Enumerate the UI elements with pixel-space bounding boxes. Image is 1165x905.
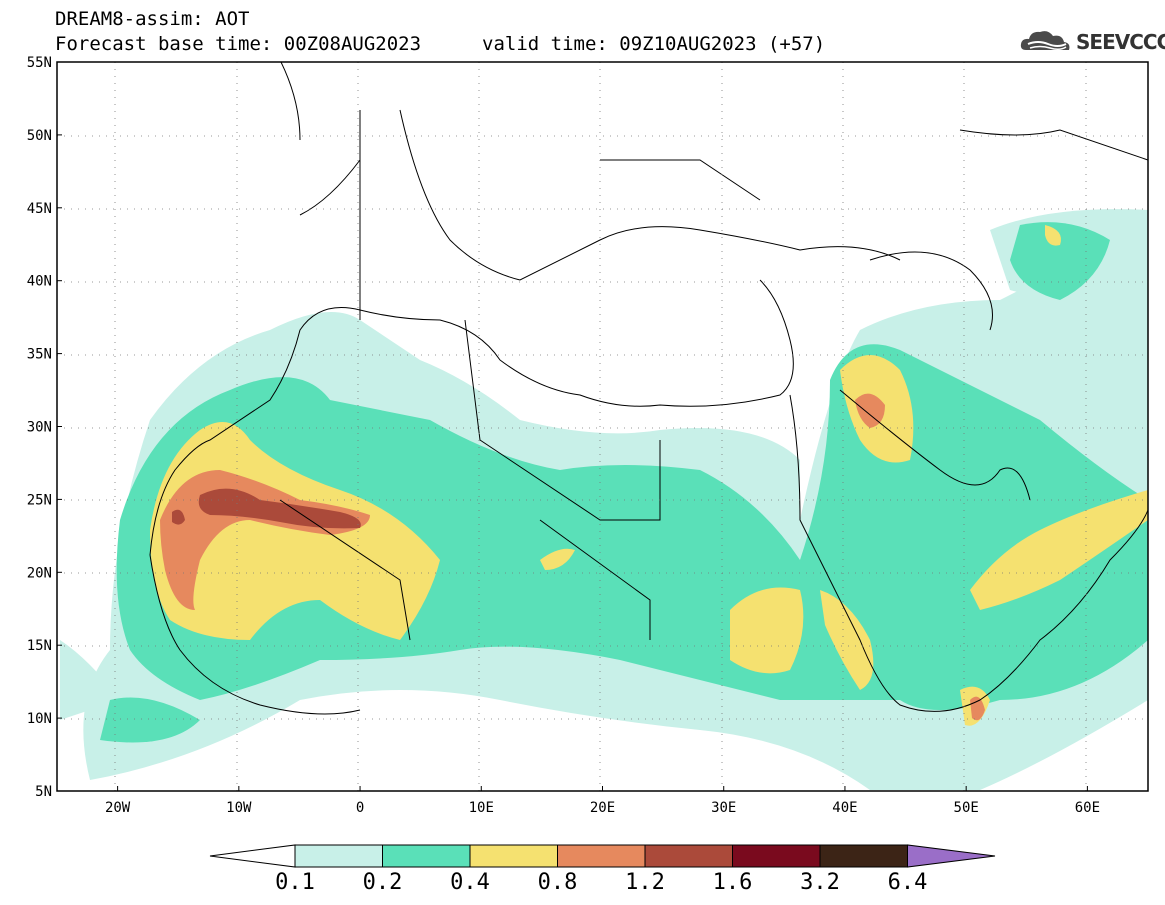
lon-label: 10E bbox=[469, 800, 494, 816]
lon-label: 60E bbox=[1075, 800, 1100, 816]
lon-label: 20W bbox=[105, 800, 131, 816]
colorbar-box bbox=[644, 844, 733, 868]
colorbar-under-triangle bbox=[209, 844, 296, 868]
lat-label: 40N bbox=[27, 274, 52, 290]
lat-label: 30N bbox=[27, 420, 52, 436]
seevccc-logo: SEEVCCC bbox=[1018, 26, 1165, 58]
latitude-labels: 55N 50N 45N 40N 35N 30N 25N 20N 15N 10N 5N bbox=[27, 55, 62, 800]
colorbar bbox=[209, 844, 996, 868]
lat-label: 25N bbox=[27, 492, 52, 508]
longitude-labels: 20W 10W 0 10E 20E 30E 40E 50E 60E bbox=[105, 786, 1100, 816]
colorbar-box bbox=[294, 844, 383, 868]
chart-title-valid-time: valid time: 09Z10AUG2023 (+57) bbox=[482, 33, 826, 55]
lon-label: 0 bbox=[356, 800, 364, 816]
lat-label: 45N bbox=[27, 201, 52, 217]
coastlines bbox=[149, 62, 1148, 715]
lon-label: 50E bbox=[954, 800, 979, 816]
colorbar-label: 1.2 bbox=[625, 870, 665, 895]
colorbar-box bbox=[732, 844, 821, 868]
colorbar-label: 1.6 bbox=[712, 870, 753, 895]
lat-label: 55N bbox=[27, 55, 52, 71]
lat-label: 5N bbox=[35, 784, 52, 800]
lon-label: 10W bbox=[226, 800, 252, 816]
colorbar-label: 6.4 bbox=[887, 870, 928, 895]
cloud-icon bbox=[1020, 31, 1070, 51]
aot-fields bbox=[60, 209, 1148, 790]
lat-label: 15N bbox=[27, 638, 52, 654]
colorbar-over-triangle bbox=[907, 844, 996, 868]
lon-label: 40E bbox=[832, 800, 857, 816]
chart-title-base-time: Forecast base time: 00Z08AUG2023 bbox=[55, 33, 422, 55]
logo-text: SEEVCCC bbox=[1076, 30, 1165, 54]
lat-label: 35N bbox=[27, 347, 52, 363]
lon-label: 30E bbox=[711, 800, 736, 816]
colorbar-label: 3.2 bbox=[800, 870, 840, 895]
lat-label: 10N bbox=[27, 711, 52, 727]
colorbar-label: 0.8 bbox=[537, 870, 578, 895]
colorbar-box bbox=[382, 844, 471, 868]
colorbar-box bbox=[557, 844, 646, 868]
colorbar-label: 0.2 bbox=[362, 870, 403, 895]
colorbar-label: 0.4 bbox=[450, 870, 490, 895]
lat-label: 50N bbox=[27, 128, 52, 144]
lon-label: 20E bbox=[590, 800, 615, 816]
colorbar-label: 0.1 bbox=[275, 870, 315, 895]
chart-title-model: DREAM8-assim: AOT bbox=[55, 8, 250, 30]
graticule bbox=[57, 62, 1148, 791]
colorbar-box bbox=[819, 844, 908, 868]
colorbar-box bbox=[469, 844, 558, 868]
lat-label: 20N bbox=[27, 565, 52, 581]
